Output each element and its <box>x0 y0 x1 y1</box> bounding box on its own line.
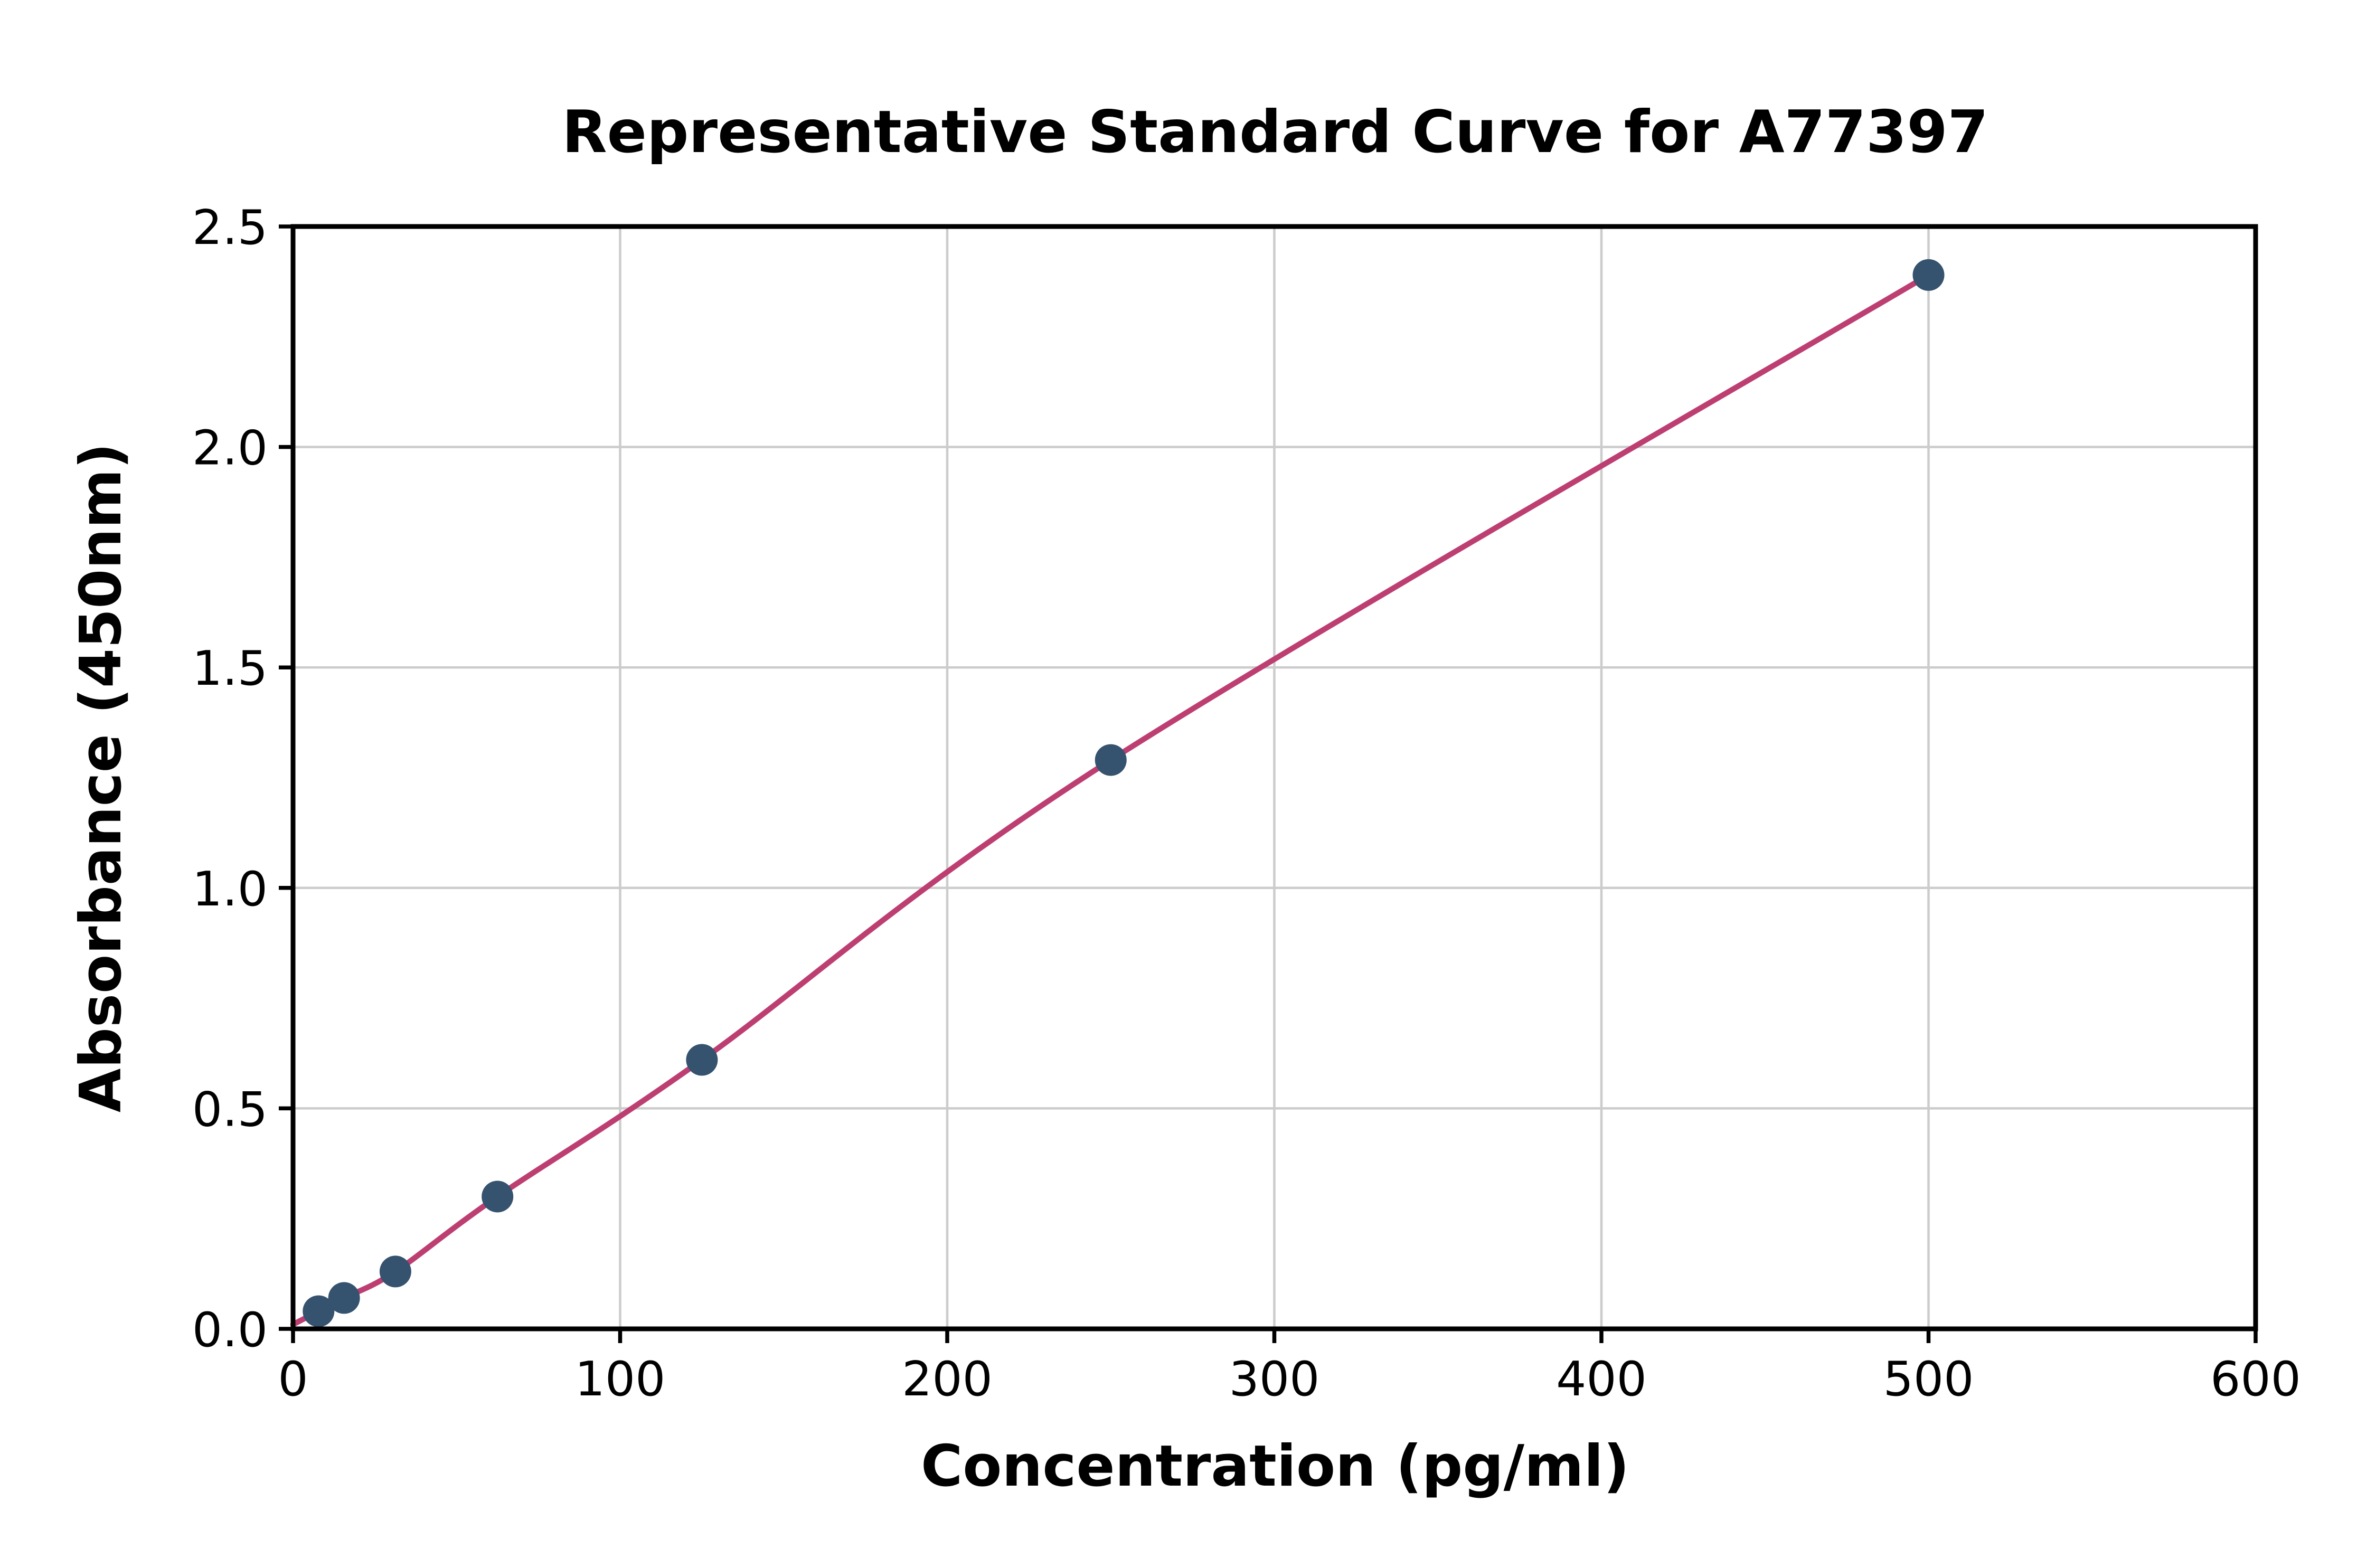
grid-layer <box>291 225 2257 1330</box>
y-tick-label: 2.5 <box>192 200 268 256</box>
data-point <box>686 1044 718 1076</box>
data-point <box>1095 744 1127 776</box>
data-point <box>379 1255 411 1288</box>
plot-border <box>290 224 2258 1331</box>
curve-layer <box>290 272 1931 1327</box>
y-tick-label: 0.5 <box>192 1082 268 1137</box>
y-tick-label: 2.0 <box>192 421 268 476</box>
data-point <box>482 1180 514 1213</box>
x-tick-label: 300 <box>1229 1352 1320 1407</box>
y-tick-label: 0.0 <box>192 1302 268 1358</box>
x-axis-label: Concentration (pg/ml) <box>921 1433 1629 1499</box>
x-tick-label: 100 <box>575 1352 666 1407</box>
data-point <box>1912 259 1945 291</box>
x-tick-label: 400 <box>1556 1352 1647 1407</box>
marker-layer <box>303 259 1945 1327</box>
y-tick-label: 1.5 <box>192 641 268 696</box>
axis-layer: 0 100 200 300 400 500 600 0.0 0.5 1.0 1.5 2.0 2.5 <box>192 200 2301 1407</box>
data-point <box>328 1282 360 1314</box>
x-tick-label: 0 <box>278 1352 308 1407</box>
standard-curve-line <box>290 272 1931 1327</box>
data-point <box>303 1295 335 1327</box>
x-tick-label: 200 <box>902 1352 993 1407</box>
x-tick-label: 600 <box>2210 1352 2301 1407</box>
y-axis-label: Absorbance (450nm) <box>68 443 134 1112</box>
y-tick-label: 1.0 <box>192 862 268 917</box>
x-tick-label: 500 <box>1883 1352 1974 1407</box>
chart-title: Representative Standard Curve for A77397 <box>562 98 1988 166</box>
